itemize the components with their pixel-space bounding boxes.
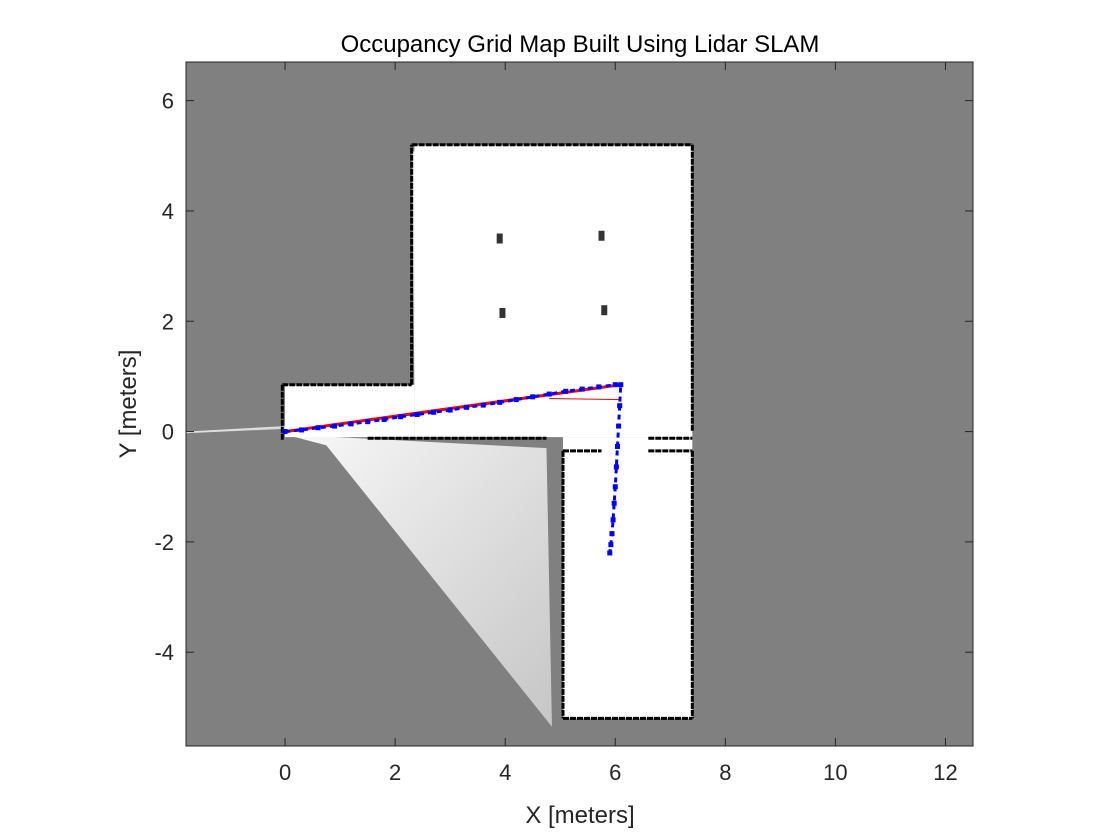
trajectory-point (610, 517, 616, 523)
x-axis: 0 2 4 6 8 10 12 (279, 62, 958, 785)
y-tick-label: -4 (154, 640, 174, 665)
trajectory-point (447, 407, 453, 413)
y-tick-label: 4 (162, 199, 174, 224)
trajectory-point (608, 542, 614, 548)
trajectory-point (315, 425, 321, 431)
trajectory-point (398, 414, 404, 420)
trajectory-point (616, 423, 622, 429)
pillar-layer (496, 230, 608, 318)
loop-closure-line-0 (549, 397, 621, 401)
trajectory-point (613, 464, 619, 470)
trajectory-point (381, 416, 387, 422)
trajectory-point (464, 404, 470, 410)
y-tick-label: 2 (162, 309, 174, 334)
pillar-3 (601, 305, 608, 316)
y-tick-label: -2 (154, 530, 174, 555)
trajectory-point (579, 386, 585, 392)
x-tick-label: 4 (499, 760, 511, 785)
trajectory-point (431, 409, 437, 415)
x-axis-label: X [meters] (525, 802, 634, 829)
trajectory-point (530, 394, 536, 400)
trajectory-point (617, 403, 623, 409)
chart-title: Occupancy Grid Map Built Using Lidar SLA… (341, 31, 820, 58)
wall-layer (280, 143, 694, 720)
y-axis: -4 -2 0 2 4 6 (154, 89, 973, 665)
trajectory-point (596, 384, 602, 390)
trajectory-layer (282, 382, 624, 556)
y-tick-label: 6 (162, 89, 174, 114)
pillar-1 (598, 230, 605, 241)
trajectory-point (609, 531, 615, 537)
plot-area (186, 62, 973, 746)
trajectory-point (607, 550, 613, 556)
pillar-2 (499, 307, 506, 318)
trajectory-point (618, 382, 624, 388)
trajectory-point (365, 419, 371, 425)
free-region-1 (414, 144, 693, 438)
trajectory-point (614, 443, 620, 449)
pillar-0 (496, 233, 503, 244)
trajectory-point (480, 402, 486, 408)
trajectory-point (299, 427, 305, 433)
trajectory-line (284, 383, 623, 554)
x-tick-label: 2 (389, 760, 401, 785)
trajectory-point (563, 388, 569, 394)
x-tick-label: 8 (719, 760, 731, 785)
y-tick-label: 0 (162, 420, 174, 445)
trajectory-point (348, 421, 354, 427)
trajectory-point (414, 411, 420, 417)
trajectory-point (612, 382, 618, 388)
x-tick-label: 0 (279, 760, 291, 785)
plot-frame (185, 61, 974, 747)
x-tick-label: 12 (933, 760, 957, 785)
trajectory-point (513, 397, 519, 403)
trajectory-point (611, 500, 617, 506)
x-tick-label: 6 (609, 760, 621, 785)
trajectory-point (546, 391, 552, 397)
free-region-2 (562, 437, 693, 719)
x-tick-label: 10 (823, 760, 847, 785)
scan-fan-0 (285, 434, 552, 727)
trajectory-point (332, 423, 338, 429)
scan-fan-1 (186, 426, 286, 434)
y-axis-label: Y [meters] (115, 350, 142, 459)
free-space-layer (285, 144, 693, 719)
trajectory-point (612, 484, 618, 490)
trajectory-point (282, 429, 288, 435)
trajectory-point (497, 399, 503, 405)
